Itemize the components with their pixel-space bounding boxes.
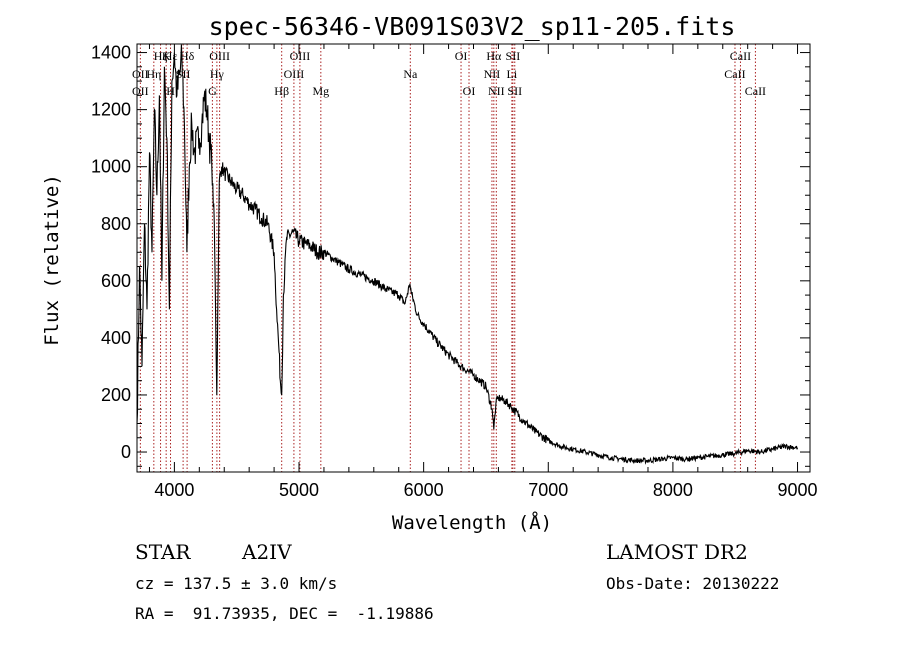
y-tick-label: 1400 xyxy=(91,43,131,63)
line-label: Hζ xyxy=(154,49,168,63)
line-label: OII xyxy=(132,84,149,98)
line-label: NII xyxy=(488,84,505,98)
line-label: Hγ xyxy=(210,67,225,81)
x-tick-label: 5000 xyxy=(279,480,319,500)
line-label: Na xyxy=(403,67,418,81)
x-tick-label: 8000 xyxy=(653,480,693,500)
y-axis-ticks: 0 200 400 600 800 1000 1200 1400 xyxy=(91,43,810,467)
chart-title: spec-56346-VB091S03V2_sp11-205.fits xyxy=(209,12,736,41)
y-tick-label: 1200 xyxy=(91,100,131,120)
line-label: SII xyxy=(506,49,521,63)
x-axis-label: Wavelength (Å) xyxy=(392,511,552,534)
plot-frame xyxy=(136,43,811,473)
spectrum-line xyxy=(136,44,799,465)
x-tick-label: 7000 xyxy=(528,480,568,500)
obs-date-text: Obs-Date: 20130222 xyxy=(606,574,780,593)
line-label: OI xyxy=(455,49,468,63)
line-label: CaII xyxy=(730,49,751,63)
line-label: Li xyxy=(507,67,518,81)
y-tick-label: 400 xyxy=(101,328,131,348)
x-axis-ticks: 4000 5000 6000 7000 8000 9000 xyxy=(148,44,818,500)
object-class: STAR xyxy=(135,540,191,564)
object-subclass: A2IV xyxy=(242,540,292,564)
line-label: Hβ xyxy=(274,84,289,98)
line-label: CaII xyxy=(745,84,766,98)
line-label: OIII xyxy=(290,49,311,63)
line-label: OIII xyxy=(284,67,305,81)
line-markers xyxy=(139,44,756,472)
x-tick-label: 4000 xyxy=(154,480,194,500)
x-tick-label: 6000 xyxy=(404,480,444,500)
line-label: OII xyxy=(132,67,149,81)
y-tick-label: 600 xyxy=(101,271,131,291)
line-label: Hη xyxy=(146,67,161,81)
line-label: Hδ xyxy=(180,49,195,63)
line-label: OI xyxy=(463,84,476,98)
line-label: OIII xyxy=(209,49,230,63)
y-tick-label: 800 xyxy=(101,214,131,234)
line-label: H xyxy=(166,84,175,98)
y-tick-label: 0 xyxy=(121,442,131,462)
y-tick-label: 1000 xyxy=(91,157,131,177)
line-label: NII xyxy=(484,67,501,81)
y-axis-label: Flux (relative) xyxy=(41,174,63,346)
x-tick-label: 9000 xyxy=(778,480,818,500)
line-label: SII xyxy=(507,84,522,98)
line-label: K xyxy=(162,49,171,63)
y-tick-label: 200 xyxy=(101,385,131,405)
line-label: CaII xyxy=(724,67,745,81)
line-label: Hα xyxy=(486,49,502,63)
line-label: G xyxy=(208,84,217,98)
line-label: Mg xyxy=(312,84,329,98)
coordinates-text: RA = 91.73935, DEC = -1.19886 xyxy=(135,604,434,623)
survey-name: LAMOST DR2 xyxy=(606,540,748,564)
redshift-text: cz = 137.5 ± 3.0 km/s xyxy=(135,574,338,593)
